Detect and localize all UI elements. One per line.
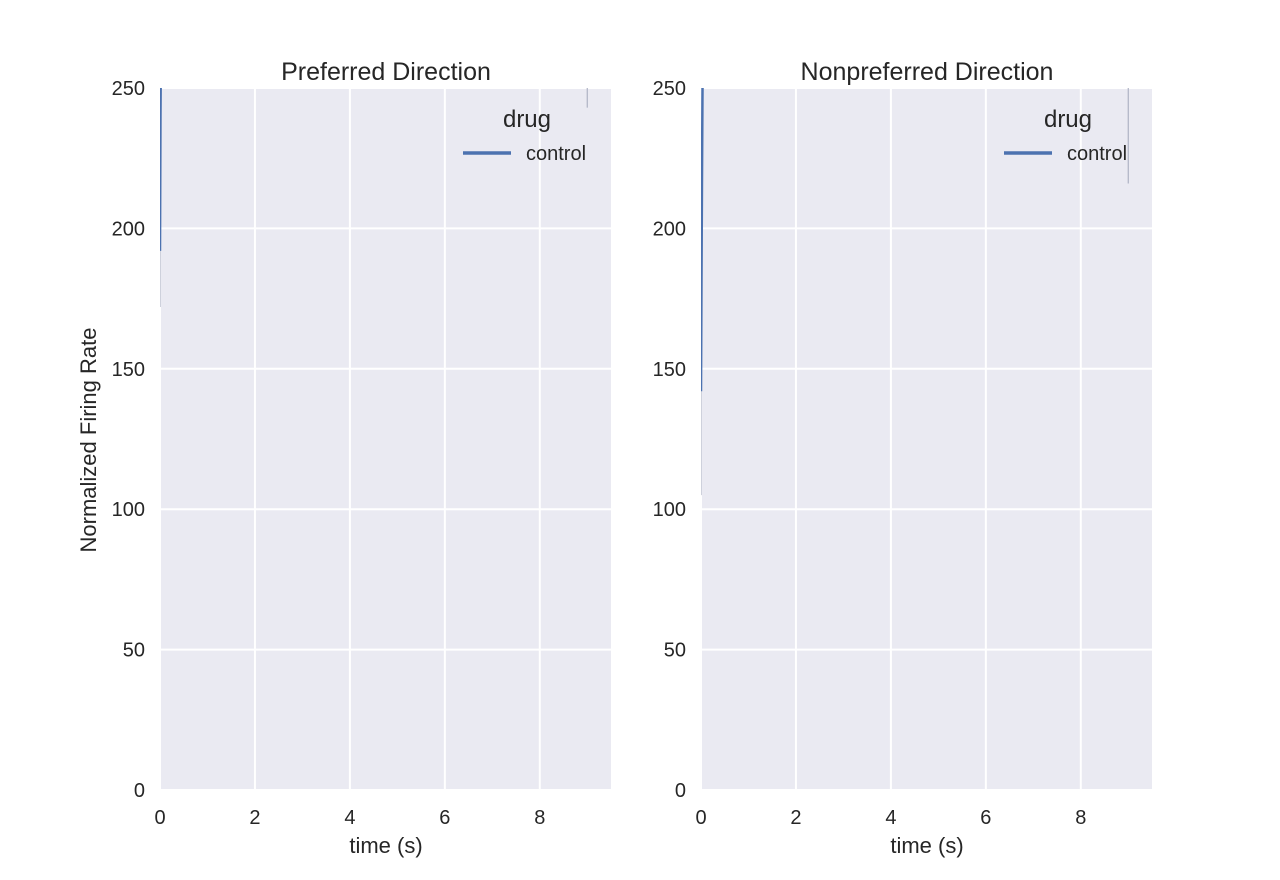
chart-title: Preferred Direction xyxy=(281,58,491,86)
x-axis-label: time (s) xyxy=(349,833,422,858)
chart-title: Nonpreferred Direction xyxy=(801,58,1054,86)
x-tick-label: 0 xyxy=(695,807,706,829)
series-line xyxy=(160,88,162,251)
legend-label: control xyxy=(1067,143,1127,165)
tick-labels: 0 2 4 6 8 0 50 100 150 200 250 xyxy=(653,78,1087,829)
y-tick-label: 150 xyxy=(653,359,686,381)
x-tick-label: 4 xyxy=(885,807,896,829)
x-tick-label: 8 xyxy=(1075,807,1086,829)
y-tick-label: 250 xyxy=(653,78,686,100)
x-tick-label: 2 xyxy=(249,807,260,829)
y-tick-label: 50 xyxy=(123,640,145,662)
y-axis-label: Normalized Firing Rate xyxy=(76,328,101,553)
x-tick-label: 0 xyxy=(154,807,165,829)
error-bands xyxy=(701,88,1129,496)
x-tick-label: 6 xyxy=(980,807,991,829)
grid xyxy=(700,87,1152,791)
grid xyxy=(159,87,611,791)
y-tick-label: 250 xyxy=(112,78,145,100)
series-line xyxy=(701,88,704,392)
y-tick-label: 150 xyxy=(112,359,145,381)
y-tick-label: 100 xyxy=(112,499,145,521)
series xyxy=(160,88,162,251)
legend-title: drug xyxy=(503,106,551,133)
y-tick-label: 50 xyxy=(664,640,686,662)
y-tick-label: 0 xyxy=(134,780,145,802)
y-tick-label: 100 xyxy=(653,499,686,521)
tick-labels: 0 2 4 6 8 0 50 100 150 200 250 xyxy=(112,78,546,829)
x-tick-label: 8 xyxy=(534,807,545,829)
series xyxy=(701,88,704,392)
x-tick-label: 6 xyxy=(439,807,450,829)
y-tick-label: 0 xyxy=(675,780,686,802)
legend: drug control xyxy=(463,106,586,165)
panel-preferred: 0 2 4 6 8 0 50 100 150 200 250 Preferred Direction… xyxy=(76,58,611,858)
x-axis-label: time (s) xyxy=(890,833,963,858)
plot-area xyxy=(701,88,1152,790)
x-tick-label: 2 xyxy=(790,807,801,829)
legend-title: drug xyxy=(1044,106,1092,133)
y-tick-label: 200 xyxy=(653,218,686,240)
plot-area xyxy=(160,88,611,790)
panel-nonpreferred: 0 2 4 6 8 0 50 100 150 200 250 Nonpreferred Direct… xyxy=(653,58,1152,858)
legend: drug control xyxy=(1004,106,1127,165)
error-bands xyxy=(160,88,588,308)
legend-label: control xyxy=(526,143,586,165)
y-tick-label: 200 xyxy=(112,218,145,240)
x-tick-label: 4 xyxy=(344,807,355,829)
